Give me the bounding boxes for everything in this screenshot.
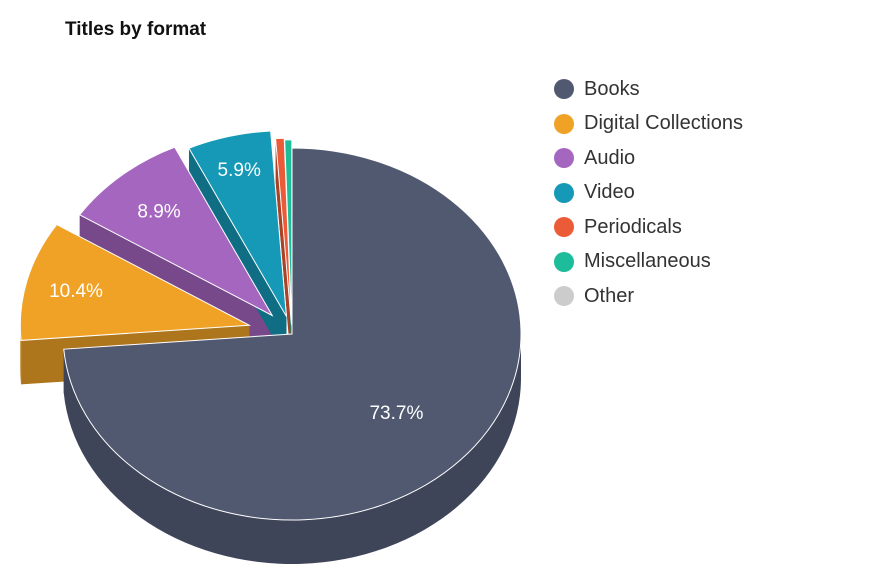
books-data-label: 73.7% [369,403,423,424]
legend-label: Digital Collections [584,112,743,135]
miscellaneous-slice[interactable] [284,139,293,326]
legend-item-periodicals[interactable]: Periodicals [554,210,743,245]
digital-collections-slice[interactable] [19,223,252,341]
legend-item-video[interactable]: Video [554,176,743,211]
legend-swatch [554,182,574,203]
legend-label: Periodicals [584,215,682,238]
legend-label: Books [584,77,640,100]
digital-collections-data-label: 10.4% [49,281,103,302]
legend-label: Video [584,181,635,204]
legend-item-books[interactable]: Books [554,72,743,107]
legend-item-digital-collections[interactable]: Digital Collections [554,107,743,142]
legend-label: Audio [584,146,636,169]
legend-item-other[interactable]: Other [554,279,743,314]
legend-item-audio[interactable]: Audio [554,141,743,176]
legend-swatch [554,148,574,169]
books-slice[interactable] [63,147,522,521]
legend-label: Other [584,284,635,307]
legend-label: Miscellaneous [584,250,711,273]
legend-swatch [554,217,574,238]
legend-swatch [554,113,574,134]
legend-swatch [554,79,574,100]
audio-data-label: 8.9% [137,202,180,223]
audio-slice[interactable] [78,146,274,317]
video-slice[interactable] [188,130,287,317]
pie-label-layer: 73.7% 10.4% 8.9% 5.9% [49,160,423,424]
legend: Books Digital Collections Audio Video Period… [554,72,743,314]
legend-item-miscellaneous[interactable]: Miscellaneous [554,245,743,280]
pie-face-layer [19,130,522,521]
chart-title: Titles by format [65,19,207,40]
periodicals-slice[interactable] [275,137,292,325]
legend-swatch [554,286,574,307]
legend-swatch [554,251,574,272]
video-data-label: 5.9% [218,160,261,181]
